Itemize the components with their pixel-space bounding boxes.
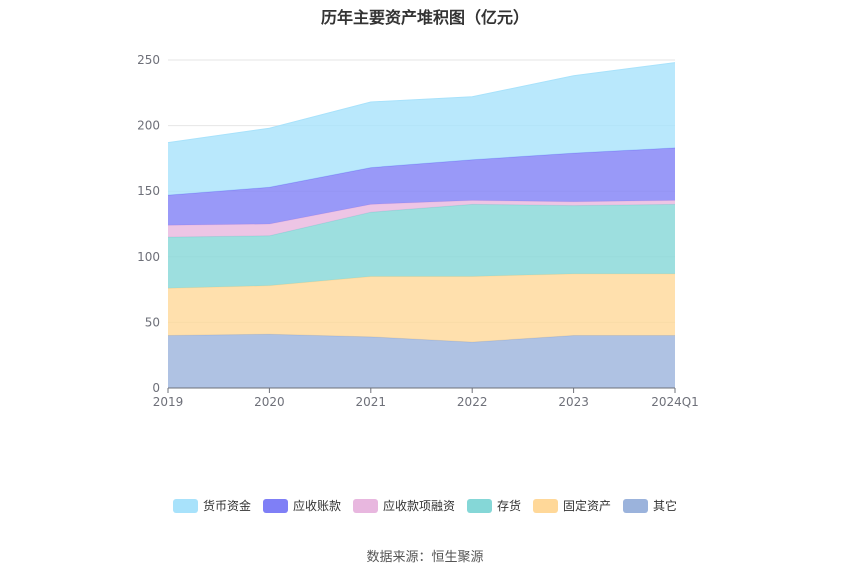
legend-swatch [352, 498, 378, 513]
legend-label: 其它 [653, 499, 678, 513]
legend-swatch [262, 498, 288, 513]
y-tick-label: 0 [152, 381, 160, 395]
area-series-line-6 [167, 62, 676, 144]
data-source-note: 数据来源：恒生聚源 [366, 550, 484, 565]
x-tick-label: 2019 [153, 395, 184, 409]
area-series-6 [168, 62, 675, 196]
x-tick-label: 2022 [457, 395, 488, 409]
chart-title: 历年主要资产堆积图（亿元） [320, 8, 529, 27]
legend-item[interactable]: 应收款项融资 [352, 497, 455, 514]
legend: 货币资金 应收账款 应收款项融资 存货 固定资产 其它 [0, 497, 850, 514]
x-tick-label: 2024Q1 [651, 395, 699, 409]
legend-swatch [623, 498, 649, 513]
y-tick-label: 250 [137, 53, 160, 67]
x-tick-label: 2021 [356, 395, 387, 409]
y-tick-label: 100 [137, 250, 160, 264]
area-series-2 [168, 273, 675, 343]
y-tick-label: 50 [145, 315, 160, 329]
area-series-4 [168, 200, 675, 238]
legend-item[interactable]: 固定资产 [533, 497, 611, 514]
y-tick-label: 200 [137, 119, 160, 133]
stacked-area-chart: 0 50 100 150 200 250 2019 2020 2021 2022 2023 2024Q… [137, 53, 699, 409]
legend-swatch [172, 498, 198, 513]
axes: 0 50 100 150 200 250 2019 2020 2021 2022 2023 2024Q… [137, 53, 699, 409]
legend-label: 存货 [497, 499, 522, 513]
legend-item[interactable]: 应收账款 [262, 497, 341, 514]
legend-item[interactable]: 货币资金 [172, 497, 251, 514]
legend-item[interactable]: 存货 [467, 497, 521, 514]
legend-swatch [533, 498, 559, 513]
y-tick-label: 150 [137, 184, 160, 198]
legend-item[interactable]: 其它 [623, 497, 677, 514]
legend-label: 应收账款 [292, 499, 341, 513]
legend-label: 货币资金 [202, 499, 251, 513]
area-series-3 [168, 204, 675, 289]
area-series-1 [168, 334, 675, 388]
area-series [167, 62, 676, 388]
legend-label: 固定资产 [563, 499, 612, 513]
x-tick-label: 2020 [254, 395, 285, 409]
area-series-5 [168, 147, 675, 226]
x-tick-label: 2023 [558, 395, 589, 409]
legend-label: 应收款项融资 [382, 499, 455, 513]
legend-swatch [467, 498, 492, 513]
